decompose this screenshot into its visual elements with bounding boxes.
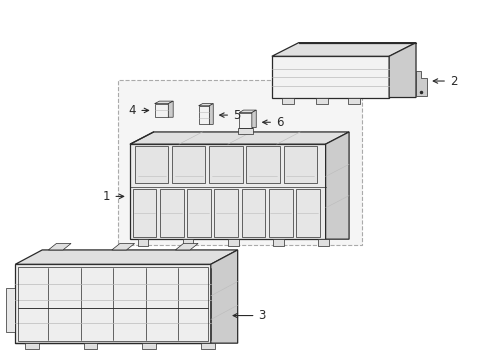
Polygon shape — [130, 132, 349, 144]
Polygon shape — [211, 250, 238, 343]
Polygon shape — [15, 250, 238, 264]
Bar — [347, 98, 360, 104]
Polygon shape — [155, 101, 173, 104]
Bar — [160, 189, 184, 237]
Polygon shape — [198, 106, 209, 125]
Bar — [143, 343, 156, 348]
Polygon shape — [112, 243, 135, 250]
Bar — [18, 267, 208, 308]
Polygon shape — [238, 128, 253, 134]
Bar — [246, 146, 280, 183]
Polygon shape — [389, 42, 416, 98]
Bar — [269, 189, 293, 237]
Bar — [118, 80, 362, 244]
Bar — [84, 343, 98, 348]
Bar — [296, 189, 320, 237]
Polygon shape — [175, 243, 198, 250]
Polygon shape — [272, 42, 416, 56]
Bar — [138, 239, 148, 246]
Polygon shape — [155, 104, 168, 117]
Bar — [282, 98, 294, 104]
Bar — [25, 343, 39, 348]
Bar — [209, 146, 243, 183]
Text: 3: 3 — [233, 309, 266, 322]
Text: 6: 6 — [263, 116, 283, 129]
Polygon shape — [198, 104, 213, 106]
Polygon shape — [130, 144, 326, 239]
Polygon shape — [5, 288, 15, 332]
Polygon shape — [272, 56, 389, 98]
Bar — [228, 239, 239, 246]
Bar — [187, 189, 211, 237]
Text: 4: 4 — [129, 104, 148, 117]
Polygon shape — [239, 110, 256, 113]
Bar — [201, 343, 215, 348]
Polygon shape — [326, 132, 349, 239]
Bar — [135, 146, 168, 183]
Polygon shape — [168, 101, 173, 117]
Bar — [214, 189, 238, 237]
Bar — [318, 239, 329, 246]
Polygon shape — [209, 104, 213, 125]
Text: 5: 5 — [220, 109, 241, 122]
Bar — [242, 189, 265, 237]
Bar — [18, 308, 208, 341]
Text: 1: 1 — [103, 190, 123, 203]
Polygon shape — [252, 110, 256, 128]
Text: 2: 2 — [433, 75, 457, 87]
Bar — [273, 239, 284, 246]
Bar — [284, 146, 317, 183]
Polygon shape — [49, 243, 71, 250]
Bar — [133, 189, 156, 237]
Bar — [316, 98, 328, 104]
Polygon shape — [15, 264, 211, 343]
Bar — [172, 146, 205, 183]
Bar — [183, 239, 194, 246]
Polygon shape — [239, 113, 252, 128]
Polygon shape — [416, 71, 427, 96]
